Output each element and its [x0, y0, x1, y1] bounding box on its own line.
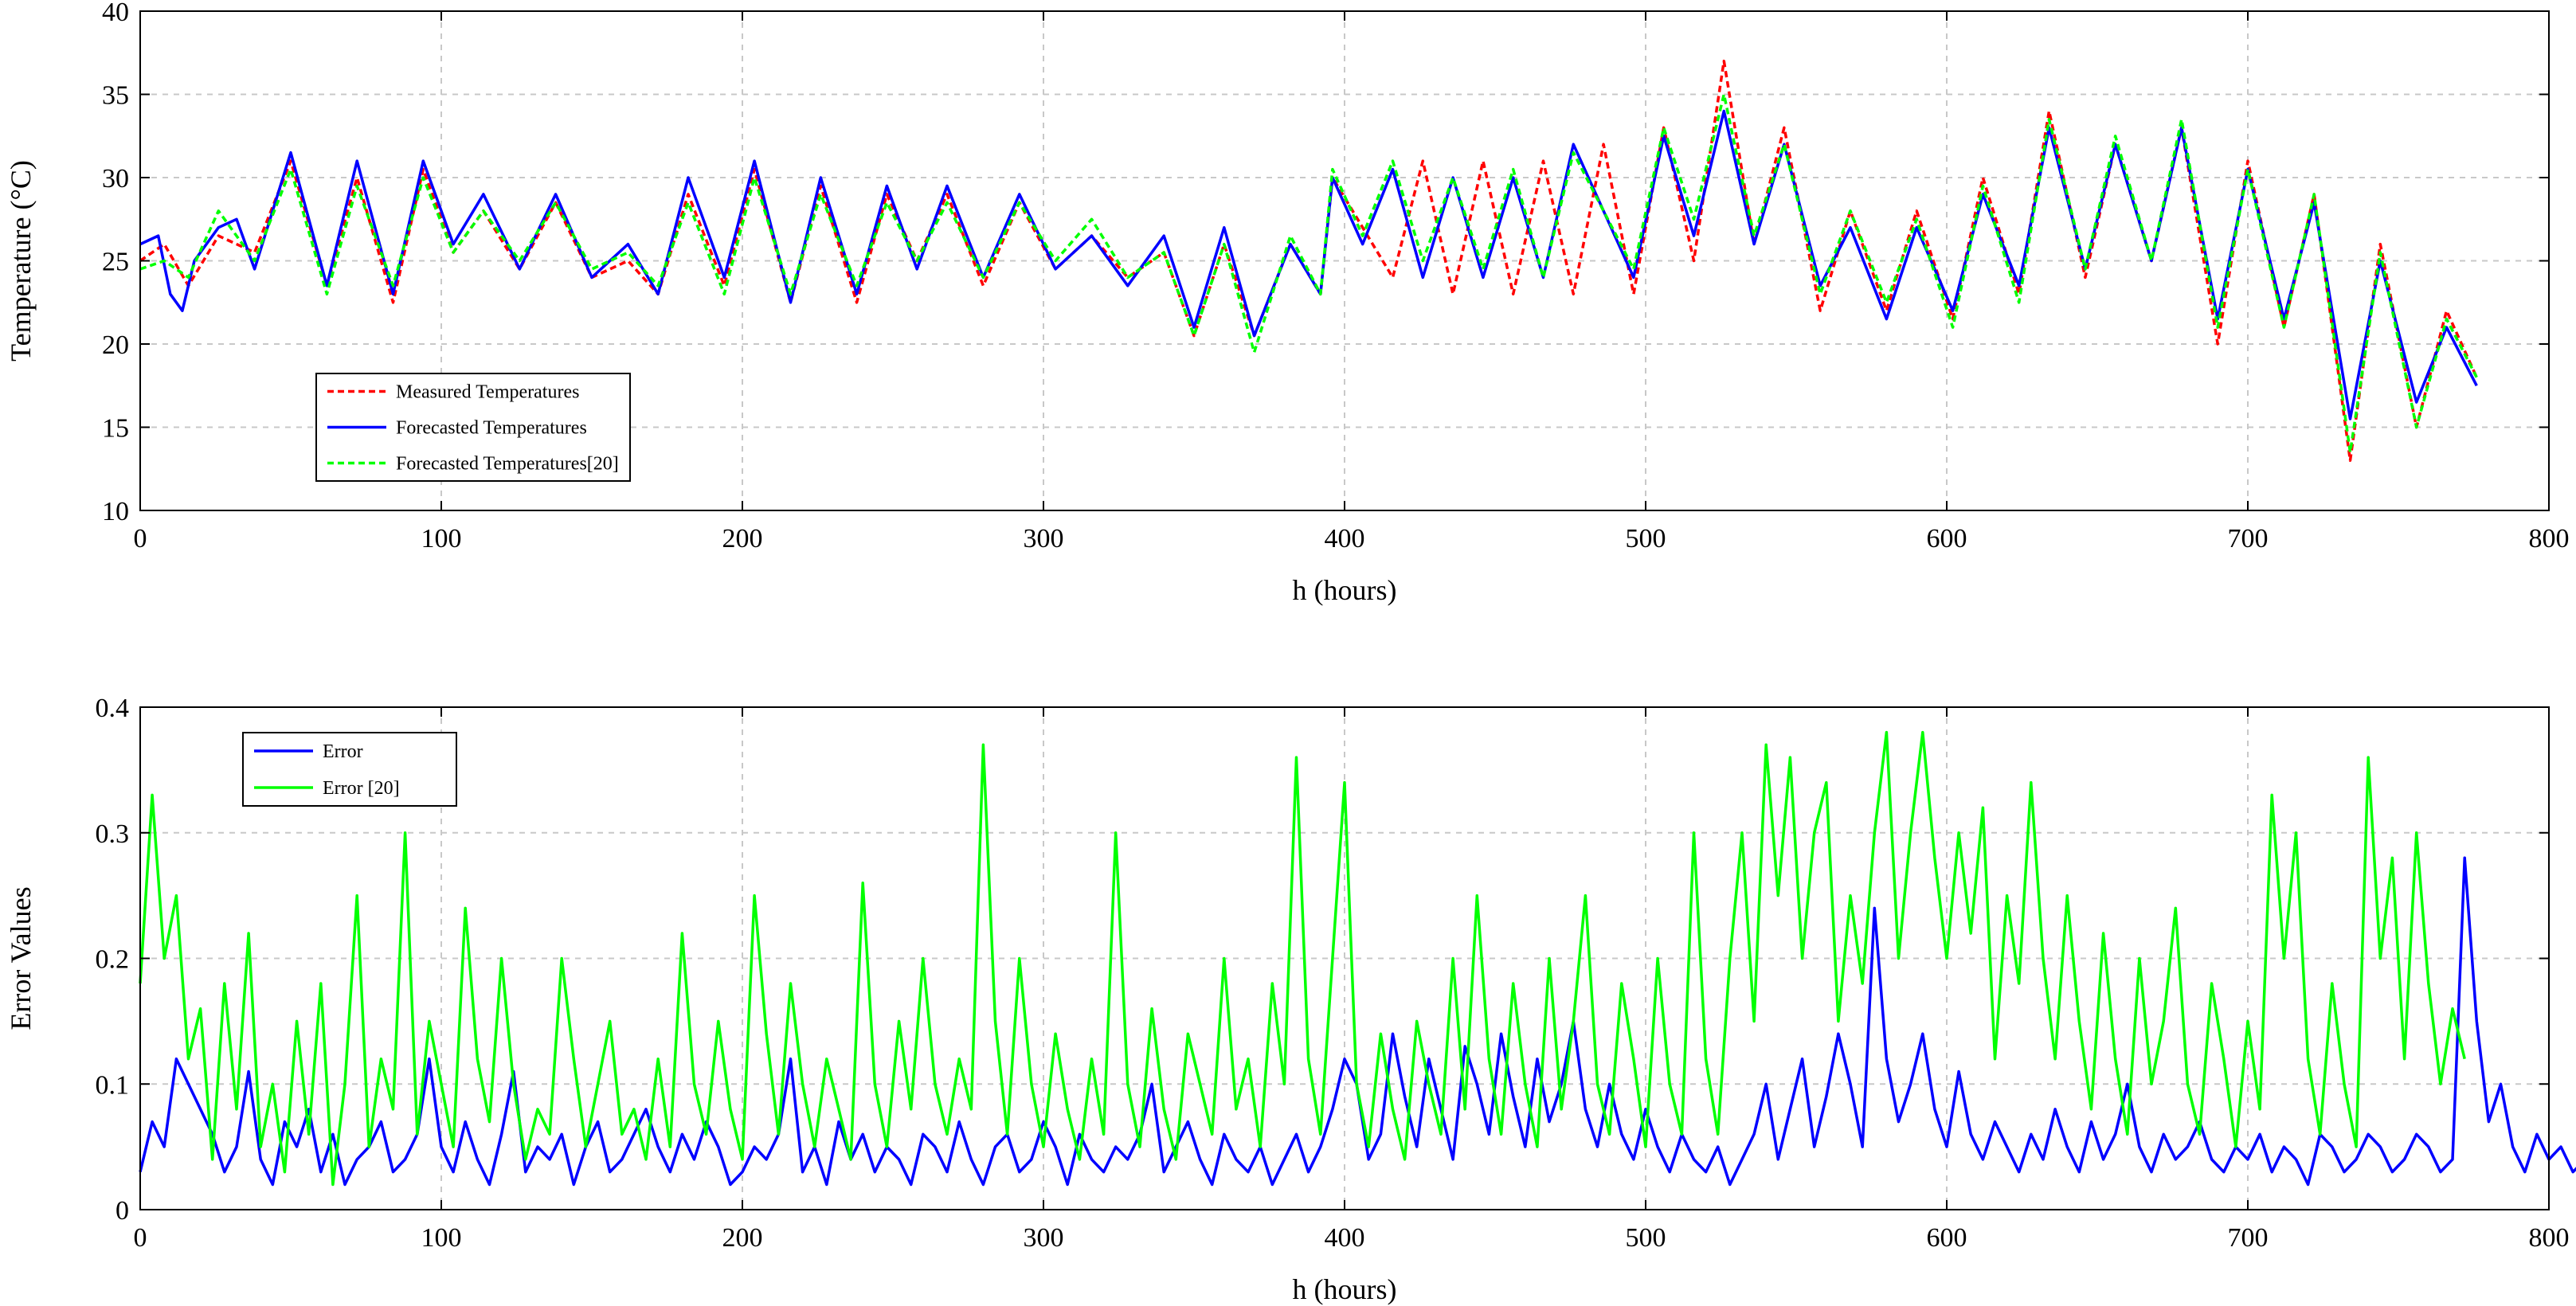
- x-tick-label: 800: [2529, 524, 2570, 553]
- y-tick-label: 30: [102, 164, 129, 194]
- legend-label-2: Forecasted Temperatures: [396, 418, 587, 439]
- legend-label-1: Measured Temperatures: [396, 382, 579, 403]
- x-axis-label: h (hours): [1293, 1273, 1397, 1305]
- y-tick-label: 0.2: [96, 945, 130, 975]
- y-tick-label: 40: [102, 0, 129, 27]
- y-tick-label: 0: [115, 1196, 129, 1226]
- y-axis-label: Temperature (°C): [5, 160, 37, 362]
- series-line-1: [139, 856, 2576, 1187]
- x-tick-label: 300: [1024, 524, 1064, 553]
- y-axis-label: Error Values: [5, 886, 37, 1030]
- x-tick-label: 200: [722, 524, 763, 553]
- legend-box: [242, 732, 457, 807]
- legend-label-2: Error [20]: [323, 778, 400, 799]
- x-tick-label: 400: [1325, 1223, 1365, 1253]
- y-tick-label: 10: [102, 497, 129, 526]
- x-tick-label: 700: [2228, 1223, 2269, 1253]
- legend: Error Error [20]: [242, 732, 457, 807]
- x-tick-label: 800: [2529, 1223, 2570, 1253]
- chart-2: 0 100 200 300 400 500 600 700 800 0 0.1 0.2 0.3 0.4 h …: [5, 694, 2576, 1305]
- x-tick-label: 700: [2228, 524, 2269, 553]
- x-tick-label: 600: [1927, 524, 1967, 553]
- x-tick-label: 100: [421, 1223, 462, 1253]
- legend-label-1: Error: [323, 741, 363, 762]
- chart-1: 0 100 200 300 400 500 600 700 800 10 15 20 25 30 35 40 h…: [5, 0, 2570, 606]
- legend: Measured Temperatures Forecasted Temperat…: [315, 373, 631, 482]
- x-tick-label: 400: [1325, 524, 1365, 553]
- x-tick-label: 300: [1024, 1223, 1064, 1253]
- x-tick-label: 500: [1626, 524, 1666, 553]
- series-line-3: [139, 92, 2478, 454]
- x-tick-label: 0: [134, 1223, 147, 1253]
- y-tick-label: 0.4: [96, 694, 130, 723]
- x-tick-label: 500: [1626, 1223, 1666, 1253]
- y-tick-label: 35: [102, 81, 129, 111]
- y-tick-label: 20: [102, 330, 129, 360]
- y-tick-label: 15: [102, 414, 129, 444]
- x-axis-label: h (hours): [1293, 574, 1397, 606]
- x-tick-label: 100: [421, 524, 462, 553]
- series-line-2: [139, 730, 2466, 1187]
- legend-label-3: Forecasted Temperatures[20]: [396, 454, 619, 475]
- y-tick-label: 0.1: [96, 1070, 130, 1100]
- y-tick-label: 0.3: [96, 819, 130, 849]
- x-tick-label: 600: [1927, 1223, 1967, 1253]
- x-tick-label: 0: [134, 524, 147, 553]
- y-tick-label: 25: [102, 248, 129, 277]
- x-tick-label: 200: [722, 1223, 763, 1253]
